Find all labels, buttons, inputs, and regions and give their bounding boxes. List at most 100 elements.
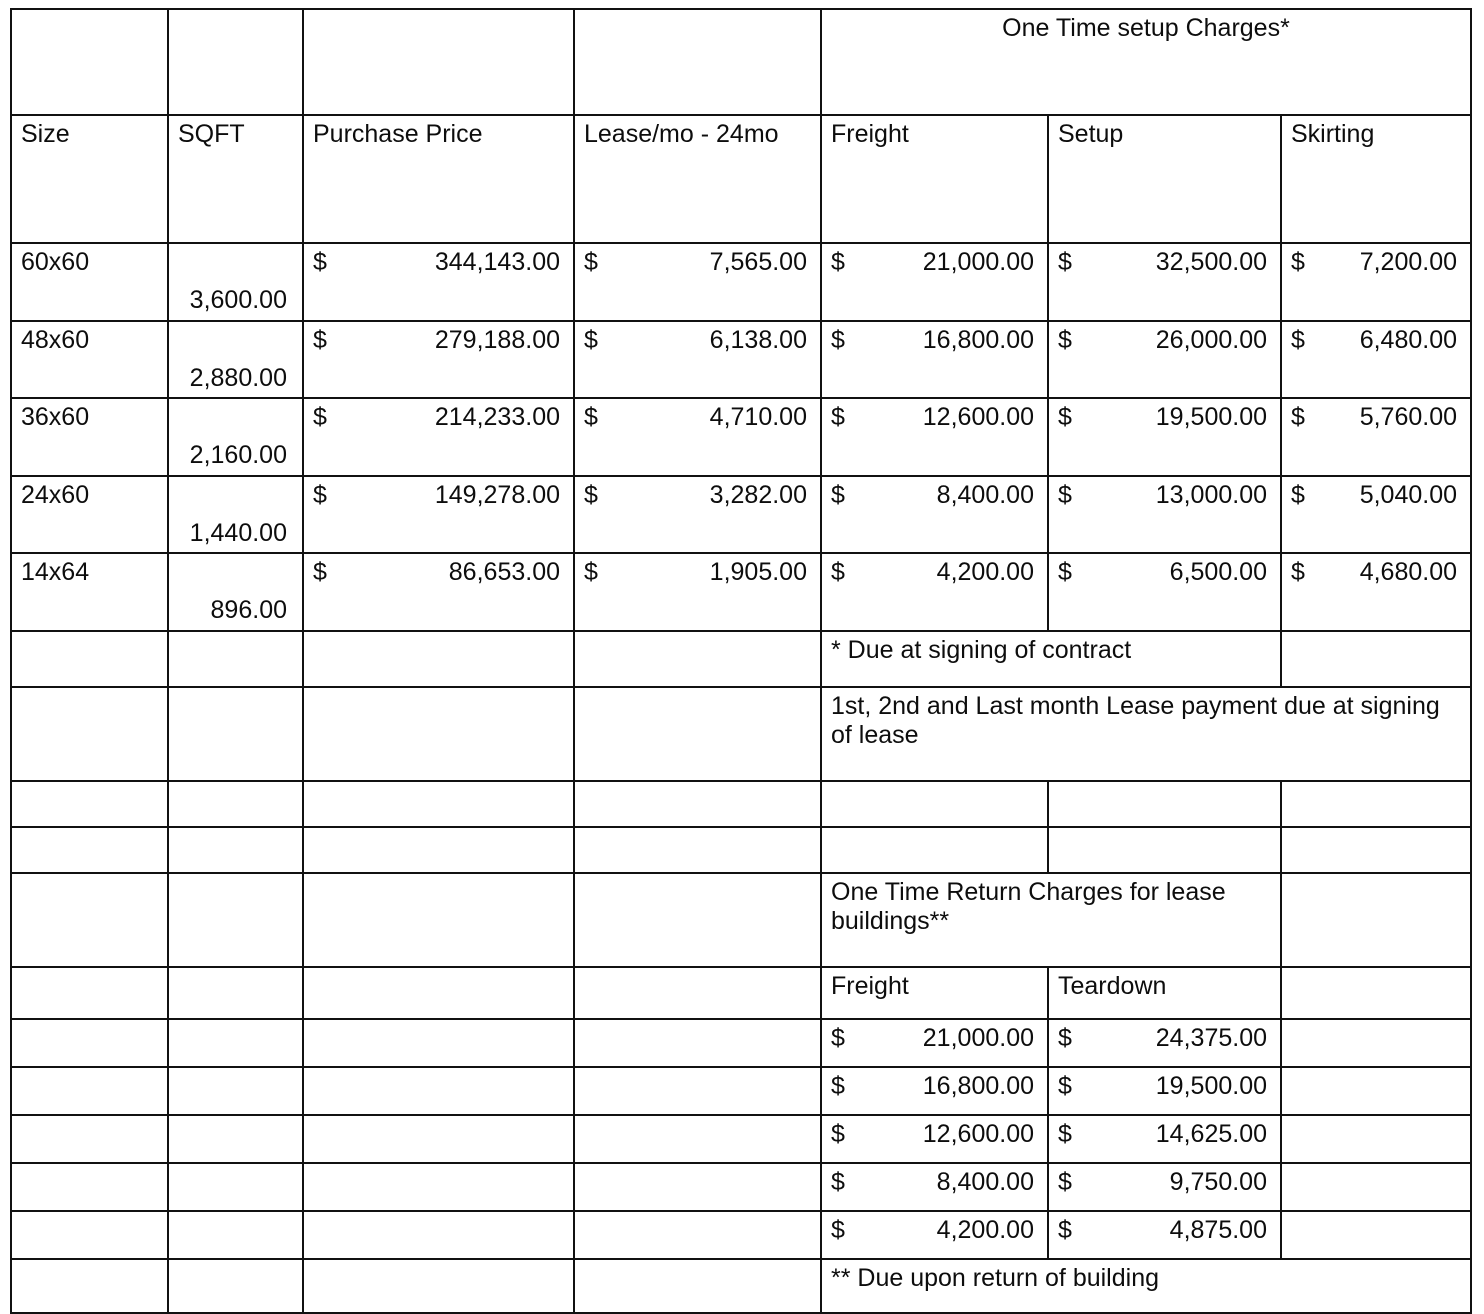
empty-cell-purchase — [302, 1065, 575, 1116]
currency-symbol: $ — [313, 403, 327, 431]
size-value: 36x60 — [21, 403, 90, 431]
empty-cell-lease — [573, 1113, 822, 1164]
empty-cell-skirting — [1279, 1113, 1473, 1164]
currency-symbol: $ — [1058, 1023, 1072, 1052]
return-freight-value: 16,800.00 — [922, 1071, 1034, 1100]
setup-value: 32,500.00 — [1155, 248, 1267, 276]
header-purchase-price: Purchase Price — [302, 114, 575, 244]
cell-return-teardown: $19,500.00 — [1047, 1065, 1282, 1116]
return-teardown-value: 14,625.00 — [1155, 1119, 1267, 1148]
cell-return-freight: $16,800.00 — [820, 1065, 1049, 1116]
currency-symbol: $ — [584, 403, 598, 431]
empty-cell-lease — [573, 629, 822, 688]
skirting-value: 5,760.00 — [1359, 403, 1458, 431]
return-charges-row: $4,200.00 $4,875.00 — [10, 1209, 1473, 1260]
size-value: 24x60 — [21, 480, 90, 509]
header-skirting: Skirting — [1279, 114, 1473, 244]
currency-symbol: $ — [831, 1071, 845, 1100]
one-time-setup-charges-title: One Time setup Charges* — [819, 8, 1473, 116]
return-freight-value: 8,400.00 — [936, 1167, 1034, 1196]
empty-cell-size — [10, 1017, 169, 1068]
header-lease-mo: Lease/mo - 24mo — [573, 114, 822, 244]
return-header-teardown: Teardown — [1047, 965, 1282, 1020]
size-value: 14x64 — [21, 558, 90, 586]
empty-cell-lease — [573, 871, 822, 968]
empty-cell-skirting — [1279, 1017, 1473, 1068]
empty-cell-skirting — [1279, 779, 1473, 828]
empty-cell-skirting — [1279, 871, 1473, 968]
cell-size: 48x60 — [10, 319, 169, 399]
empty-cell-purchase — [302, 1257, 575, 1314]
banner-blank-size — [10, 8, 169, 116]
empty-cell-size — [10, 685, 169, 782]
currency-symbol: $ — [1058, 1119, 1072, 1148]
empty-cell-lease — [573, 1065, 822, 1116]
lease-mo-value: 7,565.00 — [709, 248, 807, 276]
cell-skirting: $7,200.00 — [1279, 242, 1473, 322]
currency-symbol: $ — [313, 325, 327, 354]
currency-symbol: $ — [831, 248, 845, 276]
cell-setup: $19,500.00 — [1047, 397, 1282, 477]
cell-skirting: $5,040.00 — [1279, 474, 1473, 554]
empty-cell-size — [10, 825, 169, 874]
return-charges-title: One Time Return Charges for lease buildi… — [820, 871, 1282, 968]
cell-size: 36x60 — [10, 397, 169, 477]
currency-symbol: $ — [584, 480, 598, 509]
empty-cell-lease — [573, 779, 822, 828]
sqft-value: 2,160.00 — [189, 441, 287, 469]
currency-symbol: $ — [1058, 1167, 1072, 1196]
empty-cell-lease — [573, 1161, 822, 1212]
pricing-sheet: One Time setup Charges* Size SQFT Purcha… — [10, 8, 1473, 1314]
empty-cell-sqft — [167, 825, 304, 874]
return-teardown-value: 24,375.00 — [1155, 1023, 1267, 1052]
currency-symbol: $ — [313, 248, 327, 276]
currency-symbol: $ — [831, 480, 845, 509]
currency-symbol: $ — [1291, 403, 1305, 431]
cell-lease-mo: $3,282.00 — [573, 474, 822, 554]
empty-cell-size — [10, 1065, 169, 1116]
currency-symbol: $ — [831, 558, 845, 586]
cell-setup: $13,000.00 — [1047, 474, 1282, 554]
size-value: 48x60 — [21, 325, 90, 354]
empty-cell-lease — [573, 825, 822, 874]
empty-cell-skirting — [1279, 825, 1473, 874]
empty-cell-size — [10, 1257, 169, 1314]
empty-cell-skirting — [1279, 1065, 1473, 1116]
currency-symbol: $ — [1058, 1071, 1072, 1100]
cell-lease-mo: $6,138.00 — [573, 319, 822, 399]
lease-mo-value: 1,905.00 — [709, 558, 807, 586]
currency-symbol: $ — [584, 558, 598, 586]
return-charges-row: $21,000.00 $24,375.00 — [10, 1017, 1473, 1068]
empty-cell-lease — [573, 1209, 822, 1260]
empty-cell-sqft — [167, 685, 304, 782]
pricing-table: One Time setup Charges* Size SQFT Purcha… — [10, 8, 1473, 1314]
return-freight-value: 12,600.00 — [922, 1119, 1034, 1148]
cell-lease-mo: $4,710.00 — [573, 397, 822, 477]
skirting-value: 4,680.00 — [1359, 558, 1458, 586]
header-freight: Freight — [820, 114, 1049, 244]
currency-symbol: $ — [584, 325, 598, 354]
banner-row: One Time setup Charges* — [10, 8, 1473, 116]
purchase-price-value: 279,188.00 — [434, 325, 560, 354]
freight-value: 8,400.00 — [936, 480, 1034, 509]
currency-symbol: $ — [313, 480, 327, 509]
cell-size: 60x60 — [10, 242, 169, 322]
cell-return-teardown: $4,875.00 — [1047, 1209, 1282, 1260]
skirting-value: 6,480.00 — [1359, 325, 1458, 354]
lease-payment-note-row: 1st, 2nd and Last month Lease payment du… — [10, 685, 1473, 782]
empty-cell-purchase — [302, 1017, 575, 1068]
lease-mo-value: 4,710.00 — [709, 403, 807, 431]
empty-cell-sqft — [167, 965, 304, 1020]
cell-sqft: 2,160.00 — [167, 397, 304, 477]
empty-cell-sqft — [167, 1113, 304, 1164]
return-freight-value: 4,200.00 — [936, 1215, 1034, 1244]
setup-value: 13,000.00 — [1155, 480, 1267, 509]
empty-cell-sqft — [167, 1161, 304, 1212]
return-charges-row: $8,400.00 $9,750.00 — [10, 1161, 1473, 1212]
empty-cell-skirting — [1279, 1161, 1473, 1212]
currency-symbol: $ — [313, 558, 327, 586]
return-footnote-row: ** Due upon return of building — [10, 1257, 1473, 1314]
currency-symbol: $ — [1058, 558, 1072, 586]
freight-value: 16,800.00 — [922, 325, 1034, 354]
sqft-value: 896.00 — [210, 596, 287, 624]
